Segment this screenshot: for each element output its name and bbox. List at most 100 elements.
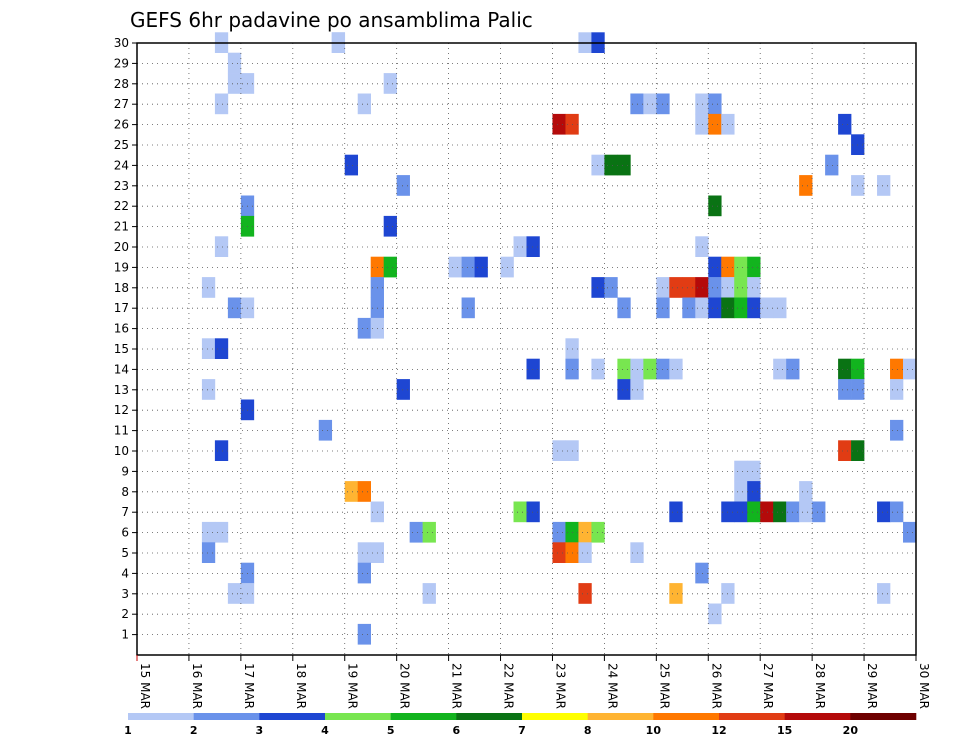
precip-cell — [214, 521, 229, 543]
precip-cell — [890, 358, 904, 380]
legend-swatch — [259, 713, 326, 720]
precip-cell — [552, 542, 566, 563]
legend-swatch — [128, 713, 194, 720]
precip-cell — [617, 379, 631, 400]
x-tick-label: 27 MAR — [761, 663, 775, 709]
legend-label: 8 — [584, 724, 592, 737]
precip-cell — [682, 277, 696, 298]
x-tick-label: 24 MAR — [605, 663, 619, 709]
precip-cell — [422, 583, 436, 604]
precip-cell — [747, 501, 761, 523]
precip-cell — [747, 277, 761, 298]
precip-cell — [747, 481, 761, 502]
x-tick-label: 20 MAR — [398, 663, 412, 709]
y-tick-label: 11 — [114, 424, 129, 438]
y-tick-label: 21 — [114, 220, 129, 234]
legend-swatch — [193, 713, 260, 720]
precip-cell — [552, 113, 566, 135]
legend: 1 2 3 4 5 6 7 8 10 12 15 20 — [124, 713, 917, 737]
legend-label: 12 — [711, 724, 726, 737]
precip-cell — [695, 236, 709, 257]
precip-cell — [903, 358, 917, 380]
precip-cell — [357, 317, 371, 339]
y-tick-label: 24 — [114, 158, 129, 172]
precip-cell — [591, 358, 605, 380]
precip-cell — [591, 154, 605, 176]
x-tick-label: 16 MAR — [190, 663, 204, 709]
precip-cell — [422, 521, 436, 543]
precip-cell — [617, 154, 631, 176]
x-tick-label: 21 MAR — [450, 663, 464, 709]
precip-cell — [227, 583, 242, 604]
precip-cell — [409, 521, 423, 543]
precip-cell — [357, 481, 371, 502]
precip-cell — [695, 297, 709, 319]
legend-label: 20 — [843, 724, 859, 737]
legend-label: 1 — [124, 724, 132, 737]
precip-cell — [526, 358, 540, 380]
precip-cell — [318, 419, 333, 441]
precip-cell — [214, 93, 229, 115]
legend-swatch — [719, 713, 785, 720]
precip-cell — [383, 256, 397, 278]
precip-cell — [396, 379, 410, 400]
y-tick-label: 13 — [114, 383, 129, 397]
precip-cell — [526, 236, 540, 257]
precip-cell — [201, 277, 216, 298]
grid-lines — [137, 43, 916, 655]
precip-cell — [708, 297, 722, 319]
precip-cell — [799, 481, 813, 502]
precip-cell — [357, 623, 371, 645]
x-tick-label: 25 MAR — [657, 663, 671, 709]
y-tick-label: 3 — [121, 587, 129, 601]
precip-cell — [227, 297, 242, 319]
precip-cell — [708, 277, 722, 298]
precip-cell — [448, 256, 462, 278]
legend-swatch — [456, 713, 523, 720]
x-tick-label: 30 MAR — [917, 663, 931, 709]
precip-cell — [461, 256, 475, 278]
precip-cell — [214, 338, 229, 359]
y-tick-label: 8 — [121, 485, 129, 499]
precip-cell — [838, 358, 852, 380]
precip-cell — [695, 113, 709, 135]
precip-cell — [201, 338, 216, 359]
y-tick-label: 4 — [121, 566, 129, 580]
y-tick-label: 22 — [114, 199, 129, 213]
precip-cell — [734, 277, 748, 298]
precip-cell — [747, 297, 761, 319]
y-tick-label: 28 — [114, 77, 129, 91]
precip-cell — [461, 297, 475, 319]
y-tick-label: 14 — [114, 362, 129, 376]
legend-label: 2 — [190, 724, 198, 737]
precip-cell — [643, 93, 657, 115]
precip-cell — [890, 379, 904, 400]
precip-cell — [903, 521, 917, 543]
precip-cell — [396, 175, 410, 196]
y-tick-label: 6 — [121, 526, 129, 540]
y-tick-label: 15 — [114, 342, 129, 356]
precip-cell — [357, 542, 371, 563]
precip-cell — [591, 277, 605, 298]
precip-cell — [344, 154, 359, 176]
precip-cell — [669, 277, 683, 298]
y-axis: 1234567891011121314151617181920212223242… — [114, 36, 137, 642]
y-tick-label: 1 — [121, 628, 129, 642]
precip-cell — [708, 195, 722, 217]
precip-cell — [604, 277, 618, 298]
precip-cell — [708, 603, 722, 625]
precip-cell — [838, 113, 852, 135]
precip-cell — [760, 297, 774, 319]
y-tick-label: 5 — [121, 546, 129, 560]
precip-cell — [734, 256, 748, 278]
chart-title: GEFS 6hr padavine po ansamblima Palic — [130, 8, 533, 32]
precip-cell — [890, 419, 904, 441]
precip-cell — [773, 297, 787, 319]
precip-cell — [578, 542, 592, 563]
precip-cell — [747, 460, 761, 482]
precip-cell — [838, 440, 852, 461]
precip-cell — [591, 521, 605, 543]
legend-label: 15 — [777, 724, 792, 737]
x-axis: 15 MAR 16 MAR 17 MAR 18 MAR 19 MAR 20 MAR 21 M… — [136, 655, 931, 709]
